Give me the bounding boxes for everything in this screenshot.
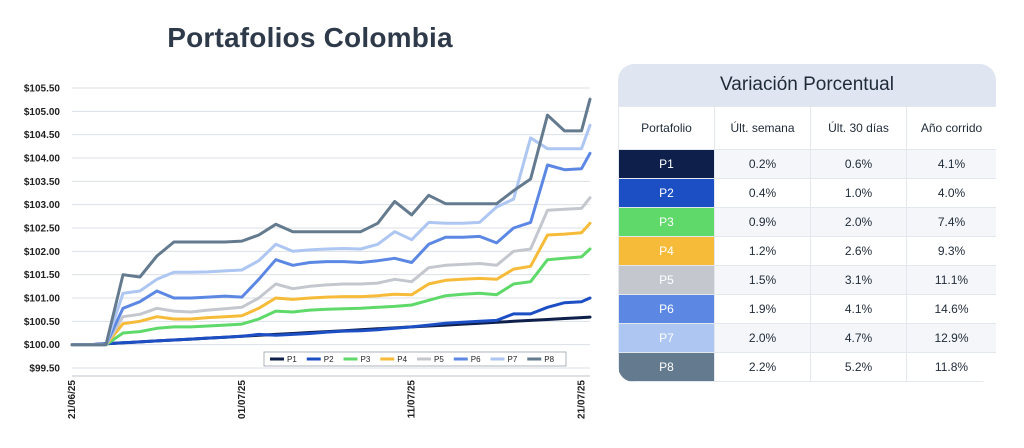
header-ytd: Año corrido bbox=[906, 106, 996, 150]
line-chart: $99.50 $100.00 $100.50 $101.00 $101.50 $102.0… bbox=[24, 84, 592, 419]
portfolio-cell: P5 bbox=[618, 265, 715, 295]
week-cell: 0.9% bbox=[714, 207, 811, 237]
month-cell: 4.1% bbox=[810, 294, 907, 324]
x-tick-label: 01/07/25 bbox=[237, 380, 248, 419]
series-line-p8 bbox=[70, 97, 592, 347]
legend-label: P5 bbox=[434, 355, 444, 364]
series-line-p3 bbox=[70, 247, 592, 347]
series-line-p5 bbox=[70, 196, 592, 347]
month-cell: 3.1% bbox=[810, 265, 907, 295]
ytd-cell: 11.8% bbox=[906, 352, 996, 382]
month-cell: 5.2% bbox=[810, 352, 907, 382]
legend-label: P6 bbox=[471, 355, 481, 364]
week-cell: 2.2% bbox=[714, 352, 811, 382]
portfolio-cell: P8 bbox=[618, 352, 715, 382]
ytd-cell: 7.4% bbox=[906, 207, 996, 237]
y-tick-label: $105.00 bbox=[24, 107, 61, 118]
x-tick-label: 11/07/25 bbox=[407, 380, 418, 419]
y-tick-label: $105.50 bbox=[24, 84, 61, 95]
portfolio-cell: P6 bbox=[618, 294, 715, 324]
ytd-cell: 4.1% bbox=[906, 149, 996, 179]
legend: P1 P2 P3 P4 P5 P6 P7 P8 bbox=[263, 351, 567, 367]
table-row: P8 2.2% 5.2% 11.8% bbox=[618, 352, 996, 382]
portfolio-cell: P2 bbox=[618, 178, 715, 208]
portfolio-cell: P1 bbox=[618, 149, 715, 179]
series-line-p2 bbox=[70, 296, 592, 347]
header-week: Últ. semana bbox=[714, 106, 811, 150]
y-tick-label: $103.00 bbox=[24, 200, 61, 211]
y-tick-label: $102.50 bbox=[24, 224, 61, 235]
ytd-cell: 9.3% bbox=[906, 236, 996, 266]
ytd-cell: 4.0% bbox=[906, 178, 996, 208]
portfolio-cell: P4 bbox=[618, 236, 715, 266]
month-cell: 4.7% bbox=[810, 323, 907, 353]
y-axis-ticks: $99.50 $100.00 $100.50 $101.00 $101.50 $102.0… bbox=[24, 84, 61, 375]
header-portfolio: Portafolio bbox=[618, 106, 715, 150]
series-line-p6 bbox=[70, 151, 592, 347]
table-title: Variación Porcentual bbox=[618, 64, 996, 106]
legend-box bbox=[263, 351, 567, 367]
series-line-p7 bbox=[70, 123, 592, 347]
table-row: P4 1.2% 2.6% 9.3% bbox=[618, 236, 996, 266]
table-row: P1 0.2% 0.6% 4.1% bbox=[618, 149, 996, 179]
ytd-cell: 11.1% bbox=[906, 265, 996, 295]
series-line-p4 bbox=[70, 221, 592, 347]
legend-label: P2 bbox=[324, 355, 334, 364]
x-axis-ticks: 21/06/25 01/07/25 11/07/25 21/07/25 bbox=[67, 380, 588, 419]
table-row: P3 0.9% 2.0% 7.4% bbox=[618, 207, 996, 237]
y-tick-label: $101.00 bbox=[24, 294, 61, 305]
week-cell: 2.0% bbox=[714, 323, 811, 353]
month-cell: 0.6% bbox=[810, 149, 907, 179]
y-tick-label: $104.00 bbox=[24, 154, 61, 165]
ytd-cell: 14.6% bbox=[906, 294, 996, 324]
table-row: P5 1.5% 3.1% 11.1% bbox=[618, 265, 996, 295]
x-tick-label: 21/06/25 bbox=[67, 380, 78, 419]
legend-label: P8 bbox=[544, 355, 554, 364]
week-cell: 1.2% bbox=[714, 236, 811, 266]
month-cell: 1.0% bbox=[810, 178, 907, 208]
legend-label: P3 bbox=[361, 355, 371, 364]
legend-label: P1 bbox=[287, 355, 297, 364]
grid-lines bbox=[72, 87, 590, 377]
table-row: P2 0.4% 1.0% 4.0% bbox=[618, 178, 996, 208]
week-cell: 1.9% bbox=[714, 294, 811, 324]
portfolio-cell: P3 bbox=[618, 207, 715, 237]
month-cell: 2.0% bbox=[810, 207, 907, 237]
legend-label: P7 bbox=[508, 355, 518, 364]
y-tick-label: $103.50 bbox=[24, 177, 61, 188]
week-cell: 1.5% bbox=[714, 265, 811, 295]
week-cell: 0.2% bbox=[714, 149, 811, 179]
table-header-row: Portafolio Últ. semana Últ. 30 días Año … bbox=[618, 106, 996, 150]
variation-table-card: Variación Porcentual Portafolio Últ. sem… bbox=[618, 64, 996, 382]
y-tick-label: $102.00 bbox=[24, 247, 61, 258]
table-row: P6 1.9% 4.1% 14.6% bbox=[618, 294, 996, 324]
variation-table: Portafolio Últ. semana Últ. 30 días Año … bbox=[618, 106, 996, 382]
portfolio-cell: P7 bbox=[618, 323, 715, 353]
header-month: Últ. 30 días bbox=[810, 106, 907, 150]
table-body: P1 0.2% 0.6% 4.1% P2 0.4% 1.0% 4.0% P3 0.9% 2.0% 7.… bbox=[618, 149, 996, 382]
week-cell: 0.4% bbox=[714, 178, 811, 208]
y-tick-label: $101.50 bbox=[24, 270, 61, 281]
series-lines bbox=[70, 97, 592, 347]
x-tick-label: 21/07/25 bbox=[577, 380, 588, 419]
y-tick-label: $99.50 bbox=[29, 364, 60, 375]
chart-title: Portafolios Colombia bbox=[167, 22, 453, 53]
month-cell: 2.6% bbox=[810, 236, 907, 266]
ytd-cell: 12.9% bbox=[906, 323, 996, 353]
table-row: P7 2.0% 4.7% 12.9% bbox=[618, 323, 996, 353]
y-tick-label: $100.50 bbox=[24, 317, 61, 328]
legend-label: P4 bbox=[397, 355, 407, 364]
y-tick-label: $104.50 bbox=[24, 130, 61, 141]
y-tick-label: $100.00 bbox=[24, 340, 61, 351]
